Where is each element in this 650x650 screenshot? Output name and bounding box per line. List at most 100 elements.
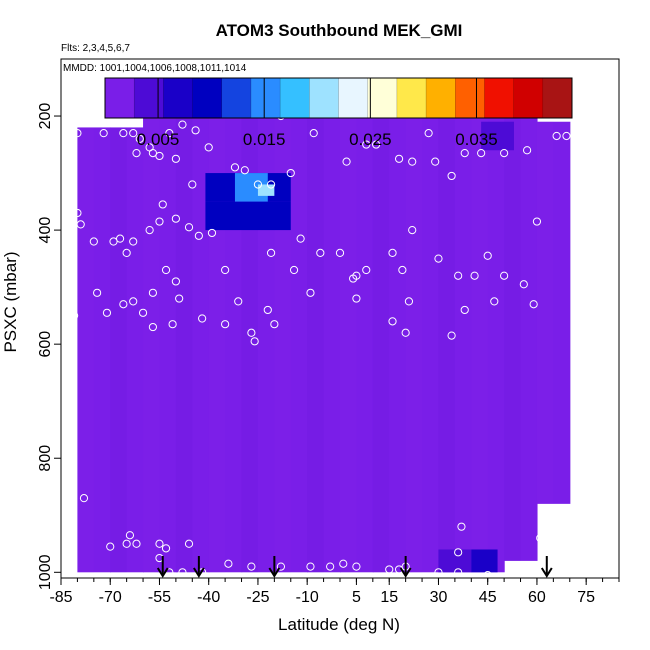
heatmap-anomaly	[481, 121, 514, 151]
x-tick-label: -25	[246, 589, 269, 606]
sample-point	[372, 140, 381, 149]
flights-label: Flts: 2,3,4,5,6,7	[61, 43, 130, 54]
heatmap-anomaly	[205, 201, 291, 231]
sample-point	[102, 308, 112, 317]
sample-point	[204, 143, 213, 152]
colorbar-segment	[134, 78, 164, 118]
heatmap-shade	[307, 116, 324, 573]
sample-point	[115, 234, 125, 243]
flight-marker-arrowhead	[399, 567, 412, 578]
sample-point	[99, 129, 108, 138]
x-tick-label: -85	[49, 589, 72, 606]
sample-point	[352, 271, 361, 280]
sample-point	[155, 217, 164, 226]
heatmap-column	[340, 116, 374, 573]
colorbar-tick-label: 0.015	[243, 130, 286, 149]
x-tick-label: 75	[577, 589, 595, 606]
x-tick-label: 60	[528, 589, 546, 606]
sample-point	[562, 131, 571, 141]
sample-point	[191, 126, 200, 135]
colorbar: 0.005 0.015 0.025 0.035	[104, 77, 573, 149]
colorbar-segment	[513, 78, 544, 118]
flight-marker-arrowhead	[193, 567, 205, 578]
sample-point	[122, 539, 131, 548]
sample-point	[155, 539, 164, 548]
sample-point	[532, 217, 542, 226]
sample-point	[184, 539, 194, 548]
sample-point	[460, 149, 469, 158]
sample-point	[250, 337, 259, 346]
heatmap-column	[536, 121, 571, 504]
sample-point	[161, 265, 171, 275]
sample-point	[106, 542, 115, 551]
sample-point	[447, 171, 456, 181]
colorbar-frame	[104, 77, 573, 119]
sample-point	[352, 562, 361, 571]
sample-point	[266, 180, 276, 189]
colorbar-segment	[105, 78, 135, 118]
sample-point	[119, 300, 128, 309]
x-tick-label: 30	[430, 589, 448, 606]
sample-point	[194, 231, 203, 240]
sample-point	[522, 146, 532, 155]
sample-point	[500, 149, 509, 158]
heatmap-shade	[536, 121, 554, 504]
colorbar-segment	[163, 78, 194, 118]
heatmap-anomaly	[438, 549, 472, 573]
sample-point	[398, 265, 407, 275]
sample-point	[129, 297, 138, 306]
colorbar-segment	[338, 78, 369, 118]
sample-point	[342, 157, 351, 166]
heatmap-column	[438, 116, 472, 573]
sample-point	[447, 331, 456, 340]
x-tick-label: -55	[148, 589, 171, 606]
dates-label: MMDD: 1001,1004,1006,1008,1011,1014	[63, 63, 247, 74]
colorbar-segment	[396, 78, 427, 118]
sample-point	[483, 571, 492, 578]
sample-point	[431, 157, 440, 166]
sample-point	[572, 228, 581, 238]
sample-point	[552, 131, 561, 141]
sample-point	[572, 485, 581, 494]
colorbar-segment	[309, 78, 339, 118]
heatmap-shade	[438, 116, 455, 573]
sample-point	[135, 134, 144, 143]
heatmap-shade	[504, 116, 521, 561]
sample-point	[129, 129, 138, 138]
sample-point	[224, 559, 233, 568]
sample-point	[483, 251, 492, 260]
sample-point	[247, 328, 256, 337]
sample-point	[454, 271, 463, 280]
sample-point	[306, 288, 315, 297]
sample-point	[168, 320, 177, 329]
colorbar-segment	[367, 78, 398, 118]
sample-point	[171, 154, 180, 163]
sample-point	[263, 305, 272, 315]
sample-point	[132, 149, 141, 158]
sample-point	[362, 265, 371, 275]
heatmap-shade	[208, 116, 226, 573]
sample-point	[145, 225, 154, 235]
sample-point	[158, 200, 167, 209]
sample-point	[184, 223, 194, 232]
sample-point	[401, 328, 410, 337]
sample-point	[454, 568, 463, 577]
sample-point	[276, 562, 286, 571]
sample-point	[221, 265, 230, 275]
chart-title: ATOM3 Southbound MEK_GMI	[216, 21, 463, 40]
x-axis: -85 -70 -55 -40 -25 -10 5 15 30 45 60 75	[49, 578, 620, 606]
sample-point	[266, 248, 276, 258]
x-tick-label: 15	[380, 589, 398, 606]
sample-point	[253, 180, 263, 189]
sample-point	[270, 320, 279, 329]
sample-point	[70, 311, 79, 320]
x-axis-title: Latitude (deg N)	[278, 615, 400, 634]
heatmap-column	[77, 127, 111, 573]
heatmap-anomaly	[471, 549, 498, 573]
sample-point	[335, 248, 345, 258]
sample-point	[89, 237, 98, 246]
sample-point	[454, 548, 463, 557]
heatmap-column	[307, 116, 341, 573]
colorbar-segment	[542, 78, 573, 118]
